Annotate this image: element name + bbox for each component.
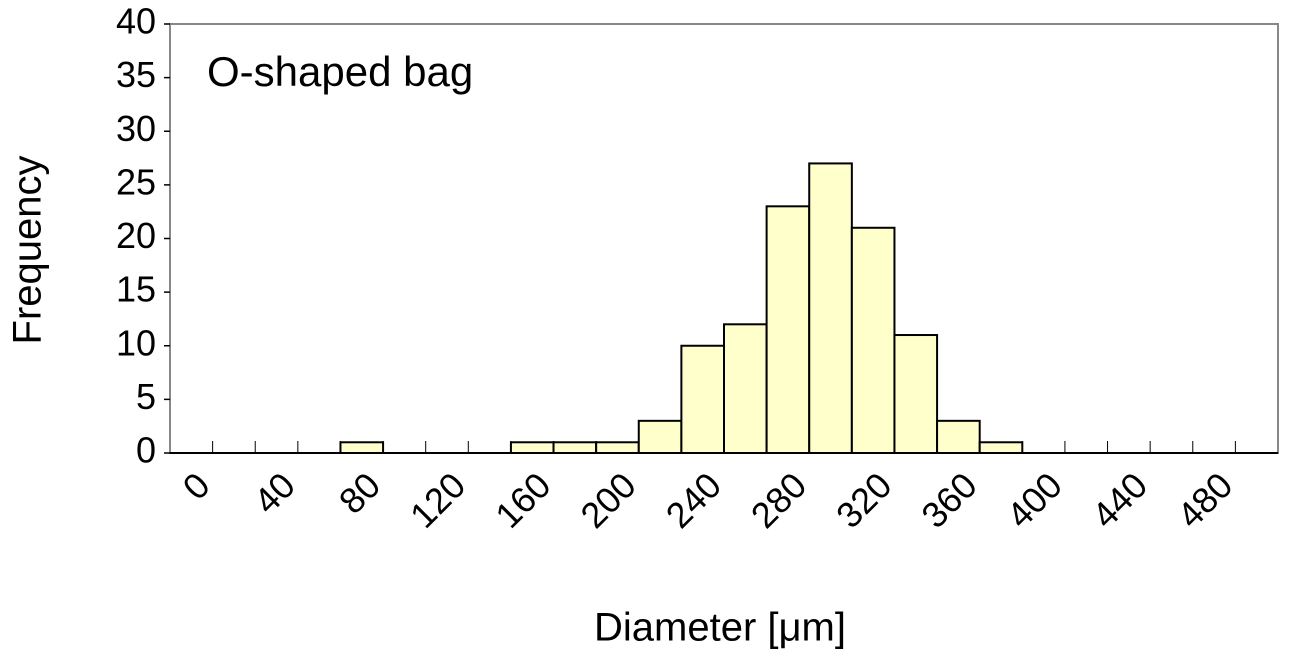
x-tick-label: 120 (402, 464, 473, 535)
x-axis-label: Diameter [μm] (594, 606, 846, 650)
y-tick-label: 10 (116, 322, 156, 363)
bar (893, 334, 939, 454)
bar (637, 419, 683, 455)
x-tick-label: 360 (913, 464, 984, 535)
y-axis-label: Frequency (6, 156, 50, 345)
x-tick-label: 280 (743, 464, 814, 535)
bar (850, 226, 896, 454)
y-tick-label: 20 (116, 215, 156, 256)
bar (680, 344, 726, 454)
bar (808, 162, 853, 455)
x-tick-label: 320 (828, 464, 899, 535)
x-tick-label: 80 (331, 464, 388, 521)
x-tick-label: 200 (572, 464, 643, 535)
bar (509, 441, 555, 454)
y-tick-label: 35 (116, 54, 156, 95)
y-tick-label: 25 (116, 161, 156, 202)
x-tick-label: 240 (658, 464, 729, 535)
x-tick-label: 40 (246, 464, 303, 521)
y-tick-label: 0 (136, 430, 156, 471)
x-tick-label: 0 (175, 464, 218, 507)
y-tick-label: 5 (136, 376, 156, 417)
bar (936, 419, 981, 455)
chart-title: O-shaped bag (207, 48, 473, 95)
y-tick-label: 15 (116, 269, 156, 310)
x-tick-label: 160 (487, 464, 558, 535)
y-tick-label: 30 (116, 108, 156, 149)
x-tick-label: 440 (1084, 464, 1155, 535)
y-tick-label: 40 (116, 1, 156, 42)
bar (978, 441, 1024, 454)
bar (339, 441, 385, 454)
bar (723, 323, 768, 454)
bar (765, 205, 811, 454)
x-tick-label: 400 (999, 464, 1070, 535)
x-tick-label: 480 (1169, 464, 1240, 535)
bar (552, 441, 598, 454)
bar (595, 441, 640, 454)
